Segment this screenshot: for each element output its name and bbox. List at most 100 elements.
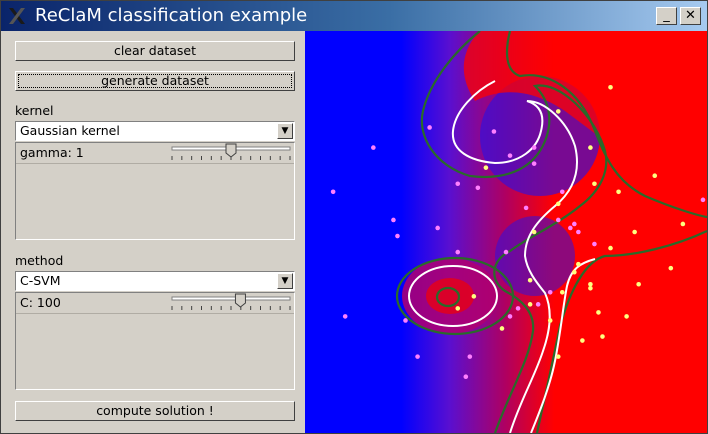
title-bar[interactable]: ReClaM classification example _ ✕	[1, 1, 707, 31]
control-panel: clear dataset generate dataset kernel Ga…	[1, 31, 305, 433]
class-b-point	[652, 173, 658, 179]
method-select[interactable]: C-SVM ▼	[15, 271, 295, 291]
class-a-point	[531, 161, 537, 166]
class-b-point	[600, 334, 605, 339]
clear-dataset-button[interactable]: clear dataset	[15, 41, 295, 61]
c-label: C: 100	[20, 295, 61, 310]
class-a-point	[391, 217, 396, 223]
island-decision-boundary	[408, 265, 498, 327]
decision-boundary	[451, 80, 578, 433]
island-inner-margin	[435, 286, 461, 308]
close-button[interactable]: ✕	[680, 7, 701, 25]
class-a-point	[491, 129, 497, 134]
classification-plot[interactable]	[305, 31, 707, 433]
x-logo-icon	[9, 8, 25, 24]
class-a-points	[330, 125, 706, 380]
class-b-point	[527, 302, 533, 307]
class-b-point	[531, 229, 537, 235]
class-b-point	[572, 269, 577, 275]
red-island-core	[426, 278, 474, 314]
class-b-point	[471, 294, 477, 299]
class-a-point	[568, 225, 573, 231]
class-b-point	[588, 285, 593, 291]
class-a-point	[572, 221, 577, 227]
class-b-point	[624, 314, 629, 319]
class-a-point	[330, 189, 336, 195]
class-b-point	[527, 277, 533, 283]
class-a-point	[523, 205, 529, 211]
class-b-point	[592, 181, 597, 187]
class-a-point	[455, 249, 461, 255]
slider-handle[interactable]	[234, 293, 246, 308]
class-a-point	[435, 225, 440, 231]
class-b-point	[499, 326, 505, 331]
class-a-point	[507, 153, 513, 158]
class-a-point	[555, 217, 561, 223]
slider-groove	[171, 296, 291, 301]
compute-solution-button[interactable]: compute solution !	[15, 401, 295, 421]
class-a-point	[342, 314, 348, 319]
class-a-point	[559, 189, 565, 195]
island-boundary	[395, 256, 515, 336]
class-b-point	[588, 281, 593, 287]
class-b-point	[576, 261, 581, 267]
gamma-label: gamma: 1	[20, 145, 84, 160]
chevron-down-icon[interactable]: ▼	[277, 273, 293, 289]
method-select-value: C-SVM	[20, 273, 61, 288]
class-a-point	[403, 318, 408, 323]
class-b-point	[559, 290, 565, 295]
class-a-point	[427, 125, 432, 130]
kernel-heading: kernel	[15, 103, 54, 118]
red-band-region	[463, 31, 707, 161]
class-b-point	[455, 306, 461, 311]
method-params-list[interactable]: C: 100	[15, 292, 295, 390]
class-b-point	[555, 354, 561, 359]
class-a-point	[475, 185, 481, 191]
class-b-point	[616, 189, 621, 195]
class-a-point	[463, 374, 469, 380]
class-a-point	[700, 197, 706, 203]
class-b-point	[596, 310, 601, 315]
decision-boundary-right	[530, 258, 596, 433]
method-heading: method	[15, 253, 64, 268]
class-b-point	[680, 221, 686, 227]
kernel-params-list[interactable]: gamma: 1	[15, 142, 295, 240]
margin-contour-outer	[420, 31, 608, 433]
c-param-row[interactable]: C: 100	[16, 293, 294, 314]
class-a-point	[371, 145, 376, 150]
class-a-point	[507, 314, 513, 319]
class-a-point	[531, 145, 537, 150]
class-b-point	[580, 338, 585, 343]
slider-handle[interactable]	[225, 143, 237, 158]
class-a-point	[535, 302, 541, 307]
minimize-button[interactable]: _	[656, 7, 677, 25]
margin-contour-lower	[535, 230, 707, 433]
class-b-point	[608, 84, 613, 90]
blue-pocket-region	[495, 216, 575, 296]
class-a-point	[547, 290, 553, 295]
class-b-point	[668, 265, 674, 271]
class-b-point	[608, 245, 613, 251]
class-a-point	[515, 306, 521, 311]
class-b-point	[555, 201, 561, 207]
margin-contour-right	[505, 31, 707, 219]
kernel-select[interactable]: Gaussian kernel ▼	[15, 121, 295, 141]
chevron-down-icon[interactable]: ▼	[277, 123, 293, 139]
c-slider[interactable]	[170, 293, 292, 313]
class-b-points	[455, 84, 686, 359]
class-b-point	[632, 229, 637, 235]
generate-dataset-button[interactable]: generate dataset	[15, 71, 295, 91]
class-a-point	[576, 229, 581, 235]
class-a-point	[415, 354, 420, 359]
class-a-point	[592, 241, 597, 247]
gamma-slider[interactable]	[170, 143, 292, 163]
kernel-select-value: Gaussian kernel	[20, 123, 120, 138]
gamma-param-row[interactable]: gamma: 1	[16, 143, 294, 164]
class-b-point	[588, 145, 593, 150]
class-b-point	[636, 281, 641, 287]
class-a-point	[503, 249, 509, 255]
class-a-point	[455, 181, 461, 187]
class-a-point	[395, 233, 400, 239]
class-b-point	[555, 109, 561, 114]
